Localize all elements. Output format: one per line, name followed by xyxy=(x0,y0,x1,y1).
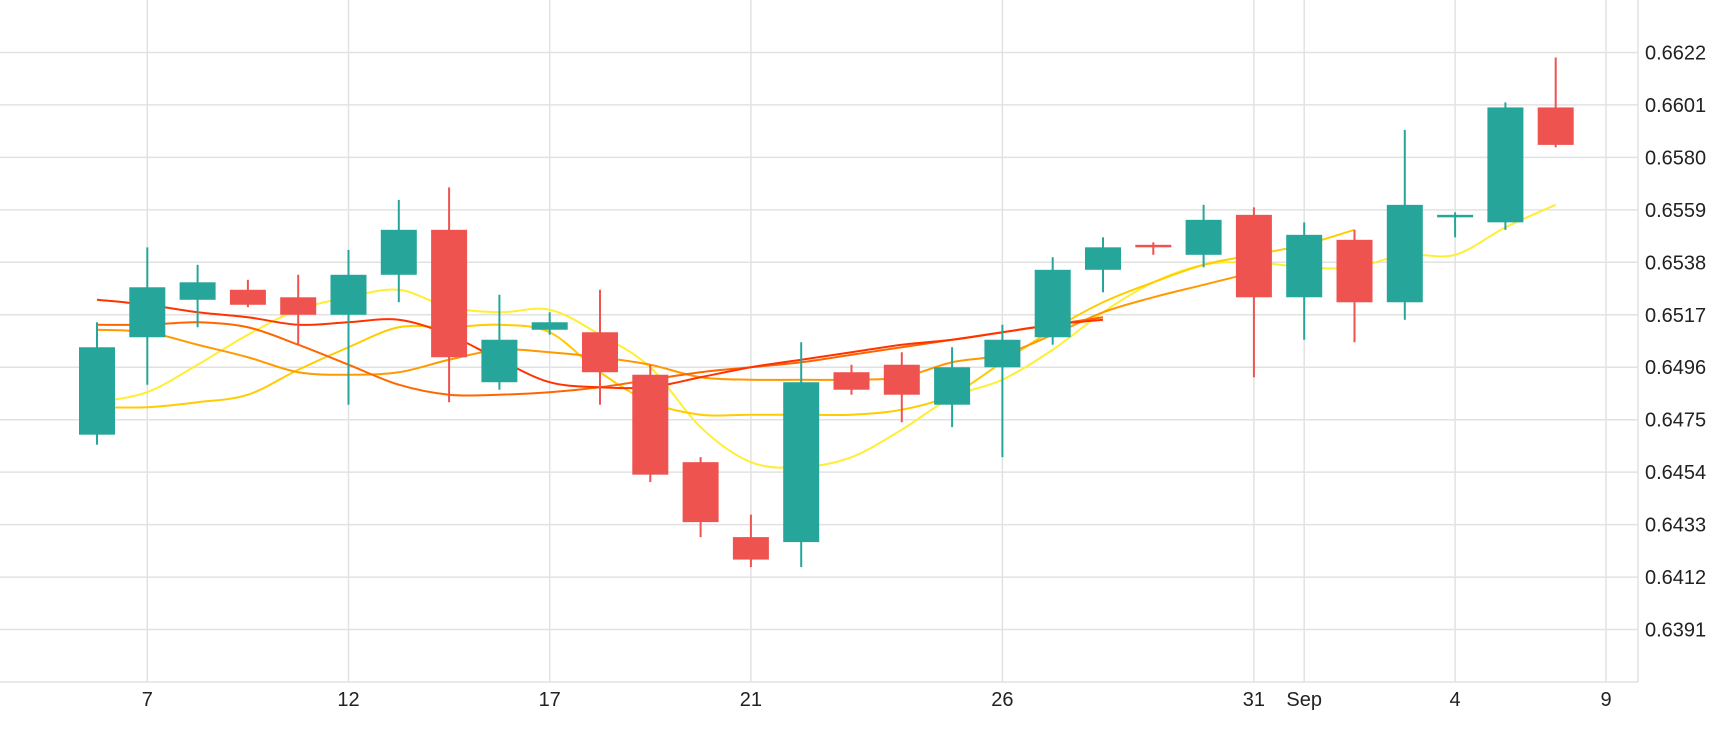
candle-body-up xyxy=(1034,269,1071,338)
candle xyxy=(1386,129,1423,320)
candle xyxy=(582,289,618,405)
candle xyxy=(1235,207,1272,378)
candle xyxy=(481,294,518,390)
x-axis: 7 12 17 21 26 31 Sep 4 9 xyxy=(142,689,1612,711)
candle-body-up xyxy=(531,322,568,330)
candle-body-up xyxy=(179,282,216,300)
candle xyxy=(129,247,166,385)
x-tick-label: Sep xyxy=(1286,689,1322,711)
y-tick-label: 0.6622 xyxy=(1645,42,1706,64)
grid-layer xyxy=(0,0,1639,683)
candle xyxy=(682,457,719,538)
y-tick-label: 0.6454 xyxy=(1645,462,1706,484)
y-tick-label: 0.6391 xyxy=(1645,620,1706,642)
candle-body-down xyxy=(732,537,769,560)
candle xyxy=(783,342,820,568)
candle xyxy=(1537,57,1574,148)
candle-body-down xyxy=(229,289,266,305)
y-tick-label: 0.6538 xyxy=(1645,252,1706,274)
candle-body-up xyxy=(1286,234,1323,298)
candle xyxy=(229,279,266,308)
candle-body-up xyxy=(481,339,518,383)
x-tick-label: 17 xyxy=(539,689,561,711)
candle xyxy=(79,322,115,445)
candle xyxy=(1437,212,1474,238)
candle-body-down xyxy=(582,332,618,373)
moving-average-line-3 xyxy=(96,271,1255,381)
candle-body-up xyxy=(1386,204,1423,303)
candle xyxy=(1034,257,1071,345)
candle-body-up xyxy=(934,367,971,405)
x-tick-label: 26 xyxy=(991,689,1013,711)
candle xyxy=(1487,102,1524,230)
y-tick-label: 0.6496 xyxy=(1645,357,1706,379)
y-tick-label: 0.6559 xyxy=(1645,200,1706,222)
y-tick-label: 0.6475 xyxy=(1645,410,1706,432)
candle-body-up xyxy=(1085,247,1121,270)
candle xyxy=(380,199,417,303)
x-tick-label: 21 xyxy=(740,689,762,711)
candle xyxy=(1185,204,1222,268)
candle-body-down xyxy=(1537,107,1574,145)
candle-body-up xyxy=(1185,219,1222,255)
candle-body-down xyxy=(280,297,317,315)
x-tick-label: 12 xyxy=(337,689,359,711)
candle-body-up xyxy=(330,274,367,315)
candle-body-down xyxy=(632,374,669,475)
y-tick-label: 0.6517 xyxy=(1645,305,1706,327)
candle xyxy=(431,187,468,403)
x-tick-label: 4 xyxy=(1450,689,1461,711)
candle-body-down xyxy=(682,462,719,523)
candle-layer xyxy=(79,57,1574,568)
candle xyxy=(984,324,1021,458)
candle-body-up xyxy=(129,287,166,338)
y-tick-label: 0.6580 xyxy=(1645,147,1706,169)
y-axis: 0.6622 0.6601 0.6580 0.6559 0.6538 0.6517 0.64… xyxy=(1645,42,1706,641)
candle xyxy=(883,352,920,423)
y-tick-label: 0.6601 xyxy=(1645,95,1706,117)
x-tick-label: 31 xyxy=(1243,689,1265,711)
candle xyxy=(179,264,216,328)
candle xyxy=(1135,242,1172,255)
candle xyxy=(1336,229,1373,343)
candle-body-down xyxy=(1135,244,1172,248)
candle-body-up xyxy=(79,347,115,435)
candle xyxy=(280,274,317,345)
candle-body-up xyxy=(783,382,820,543)
candle-body-down xyxy=(1336,239,1373,303)
candle-body-up xyxy=(380,229,417,275)
candle-body-down xyxy=(1235,214,1272,298)
y-tick-label: 0.6412 xyxy=(1645,567,1706,589)
candle xyxy=(732,514,769,568)
candle-body-up xyxy=(1437,214,1474,218)
candle xyxy=(934,347,971,428)
candle xyxy=(1085,237,1121,293)
moving-average-line-2 xyxy=(96,228,1355,417)
candle xyxy=(1286,222,1323,340)
candle-body-down xyxy=(431,229,468,358)
candle-body-up xyxy=(984,339,1021,368)
candle-body-down xyxy=(833,372,870,390)
candle xyxy=(632,364,669,483)
x-tick-label: 7 xyxy=(142,689,153,711)
candle-body-up xyxy=(1487,107,1524,223)
y-tick-label: 0.6433 xyxy=(1645,515,1706,537)
candle xyxy=(833,364,870,395)
candle-body-down xyxy=(883,364,920,395)
x-tick-label: 9 xyxy=(1600,689,1611,711)
candle xyxy=(330,249,367,405)
candle xyxy=(531,312,568,335)
